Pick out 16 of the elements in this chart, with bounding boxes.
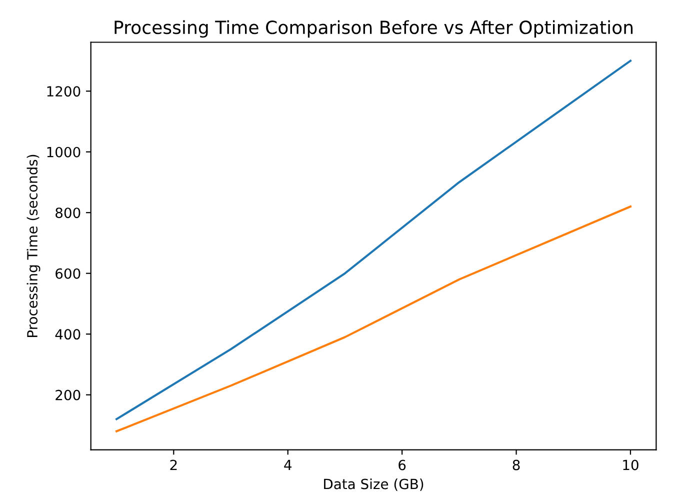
y-tick-label: 200	[56, 390, 80, 400]
y-axis-title: Processing Time (seconds)	[26, 154, 40, 337]
line-series	[116, 60, 632, 420]
x-tick-label: 10	[623, 460, 638, 470]
x-tick-label: 8	[512, 460, 520, 470]
y-tick-label: 600	[56, 268, 80, 279]
y-tick-label: 400	[55, 329, 80, 340]
line-series	[116, 205, 632, 432]
y-tick-label: 800	[56, 208, 80, 218]
chart-title: Processing Time Comparison Before vs After Optimization	[114, 20, 633, 38]
y-tick-label: 1200	[47, 86, 80, 97]
x-axis-title: Data Size (GB)	[324, 478, 424, 491]
x-tick-label: 2	[170, 460, 177, 470]
y-tick-label: 1000	[47, 146, 80, 158]
x-tick-label: 6	[398, 460, 406, 470]
x-tick-label: 4	[284, 460, 292, 470]
